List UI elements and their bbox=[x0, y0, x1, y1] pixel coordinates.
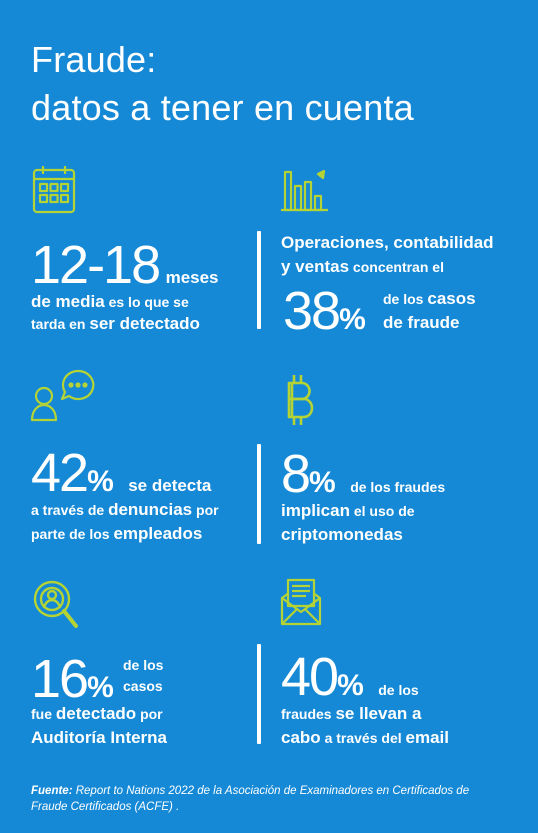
stat-percent: % bbox=[87, 671, 114, 704]
stat-desc: casos bbox=[427, 289, 476, 308]
stat-internal-audit-after: de los casos bbox=[123, 657, 163, 694]
title-line-2: datos a tener en cuenta bbox=[31, 87, 414, 128]
stat-desc: de los bbox=[123, 657, 164, 673]
title-line-1: Fraude: bbox=[31, 39, 157, 80]
divider bbox=[257, 444, 261, 544]
stat-desc: el uso de bbox=[349, 503, 415, 519]
stat-whistleblowing: 42% se detecta a través de denuncias por… bbox=[31, 446, 219, 544]
stat-desc: empleados bbox=[113, 524, 203, 543]
magnifier-user-icon bbox=[32, 580, 80, 630]
divider bbox=[257, 644, 261, 744]
stat-desc: concentran el bbox=[349, 259, 444, 275]
stat-desc: detectado bbox=[55, 704, 137, 723]
stat-departments-post: de los casos de fraude bbox=[383, 289, 476, 333]
stat-value: 12-18 bbox=[31, 235, 161, 295]
bitcoin-icon bbox=[285, 373, 315, 427]
stat-desc: de los bbox=[383, 291, 428, 307]
stat-desc: Auditoría Interna bbox=[31, 728, 168, 747]
stat-desc: por bbox=[136, 706, 163, 722]
email-icon bbox=[280, 578, 322, 626]
divider bbox=[257, 231, 261, 329]
stat-desc: y ventas bbox=[281, 257, 350, 276]
stat-desc: se detecta bbox=[128, 476, 212, 495]
stat-desc: email bbox=[405, 728, 449, 747]
stat-desc: implican bbox=[281, 501, 350, 520]
stat-value: 38 bbox=[283, 281, 341, 341]
stat-desc: a través de bbox=[31, 502, 109, 518]
stat-desc: criptomonedas bbox=[281, 525, 403, 544]
stat-desc: es lo que se bbox=[104, 294, 189, 310]
stat-desc: tarda en bbox=[31, 316, 90, 332]
stat-departments: Operaciones, contabilidad y ventas conce… bbox=[281, 233, 494, 277]
stat-desc: de los fraudes bbox=[350, 479, 446, 495]
stat-internal-audit: fue detectado por Auditoría Interna bbox=[31, 704, 167, 748]
stat-desc: se llevan a bbox=[335, 704, 422, 723]
stat-desc: de media bbox=[31, 292, 105, 311]
stat-desc: fraudes bbox=[281, 706, 336, 722]
stat-desc: parte de los bbox=[31, 526, 114, 542]
page-title: Fraude: datos a tener en cuenta bbox=[31, 36, 414, 132]
stat-value: 16 bbox=[31, 649, 89, 709]
bar-chart-icon bbox=[280, 168, 330, 212]
stat-percent: % bbox=[309, 466, 336, 499]
stat-percent: % bbox=[339, 303, 366, 336]
stat-desc: fue bbox=[31, 706, 56, 722]
stat-desc: Operaciones, contabilidad bbox=[281, 233, 494, 252]
stat-unit: meses bbox=[165, 268, 219, 287]
stat-desc: ser detectado bbox=[89, 314, 200, 333]
stat-desc: de fraude bbox=[383, 313, 460, 332]
stat-percent: % bbox=[87, 465, 114, 498]
stat-value: 40 bbox=[281, 647, 339, 707]
stat-departments-value: 38% bbox=[283, 284, 366, 338]
stat-value: 42 bbox=[31, 443, 89, 503]
source-note: Fuente: Report to Nations 2022 de la Aso… bbox=[31, 783, 501, 815]
stat-desc: de los bbox=[378, 682, 419, 698]
source-text: Report to Nations 2022 de la Asociación … bbox=[31, 785, 470, 813]
stat-desc: cabo bbox=[281, 728, 321, 747]
source-label: Fuente: bbox=[31, 785, 73, 797]
stat-email: 40% de los fraudes se llevan a cabo a tr… bbox=[281, 650, 449, 748]
stat-internal-audit-value: 16% bbox=[31, 652, 114, 706]
stat-percent: % bbox=[337, 669, 364, 702]
stat-detection-time: 12-18 meses de media es lo que se tarda … bbox=[31, 238, 219, 334]
stat-desc: casos bbox=[123, 678, 163, 694]
stat-desc: a través del bbox=[320, 730, 406, 746]
stat-desc: denuncias bbox=[108, 500, 193, 519]
stat-value: 8 bbox=[281, 444, 311, 504]
chat-user-icon bbox=[30, 368, 96, 422]
calendar-icon bbox=[32, 164, 76, 214]
stat-crypto: 8% de los fraudes implican el uso de cri… bbox=[281, 447, 445, 545]
stat-desc: por bbox=[192, 502, 219, 518]
